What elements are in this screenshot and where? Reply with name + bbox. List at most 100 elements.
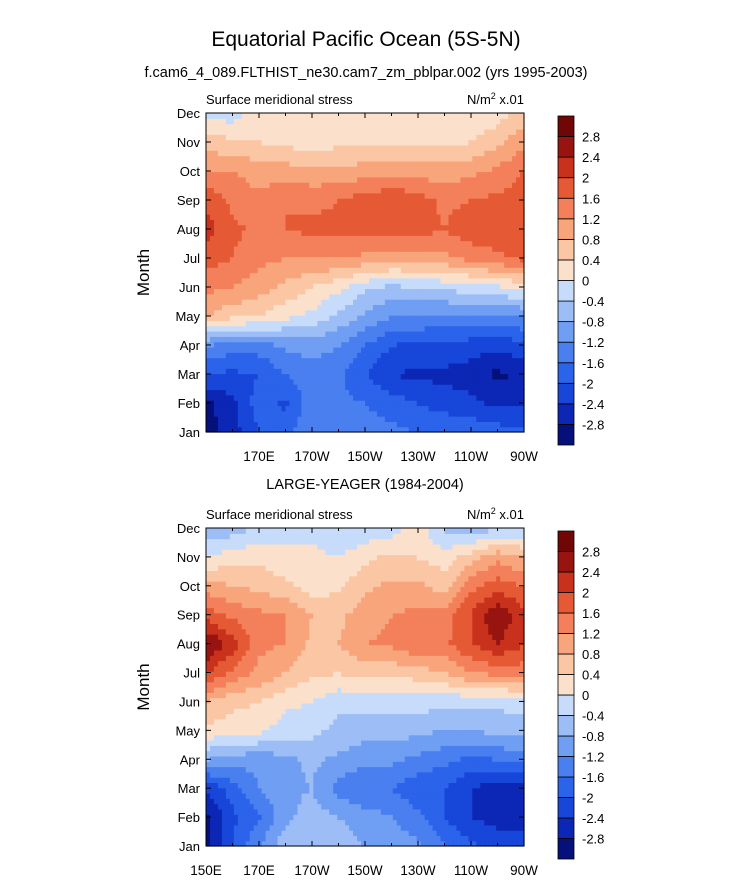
x-tick-label: 110W <box>454 449 489 464</box>
heatmap-cell <box>380 362 386 369</box>
heatmap-cell <box>309 219 314 226</box>
heatmap-cell <box>229 139 235 146</box>
heatmap-cell <box>412 192 418 199</box>
heatmap-cell <box>484 134 489 141</box>
heatmap-cell <box>464 336 469 343</box>
heatmap-cell <box>444 309 450 316</box>
heatmap-cell <box>245 394 251 401</box>
heatmap-cell <box>396 214 402 220</box>
heatmap-cell <box>337 235 342 242</box>
heatmap-cell <box>448 203 454 210</box>
heatmap-cell <box>476 166 481 173</box>
heatmap-cell <box>297 352 303 359</box>
heatmap-cell <box>317 378 322 385</box>
heatmap-cell <box>305 384 310 391</box>
heatmap-cell <box>396 176 402 183</box>
heatmap-cell <box>432 224 438 231</box>
heatmap-cell <box>277 256 283 263</box>
heatmap-cell <box>361 219 366 226</box>
heatmap-cell <box>484 373 489 380</box>
heatmap-cell <box>333 134 338 141</box>
heatmap-cell <box>301 421 306 428</box>
heatmap-cell <box>444 187 450 194</box>
heatmap-cell <box>225 362 231 369</box>
heatmap-cell <box>408 400 414 407</box>
heatmap-cell <box>313 346 318 353</box>
heatmap-cell <box>412 320 418 327</box>
heatmap-cell <box>388 214 394 220</box>
heatmap-cell <box>285 288 291 295</box>
heatmap-cell <box>269 182 275 189</box>
heatmap-cell <box>213 352 219 359</box>
heatmap-cell <box>265 245 271 252</box>
heatmap-cell <box>404 229 410 236</box>
heatmap-cell <box>436 113 442 119</box>
heatmap-cell <box>337 416 342 422</box>
heatmap-cell <box>206 134 211 141</box>
heatmap-cell <box>512 256 517 263</box>
heatmap-cell <box>516 267 521 274</box>
heatmap-cell <box>293 378 299 385</box>
heatmap-cell <box>468 373 473 380</box>
heatmap-cell <box>408 182 414 189</box>
heatmap-cell <box>464 400 469 407</box>
heatmap-cell <box>337 293 342 300</box>
heatmap-cell <box>396 288 402 295</box>
heatmap-cell <box>305 283 310 290</box>
heatmap-cell <box>241 128 247 135</box>
colorbar-label: -2 <box>582 376 594 391</box>
heatmap-cell <box>253 118 259 125</box>
heatmap-cell <box>480 123 485 130</box>
heatmap-cell <box>476 368 481 375</box>
heatmap-cell <box>376 389 382 396</box>
heatmap-cell <box>404 214 410 220</box>
heatmap-cell <box>229 309 235 316</box>
heatmap-cell <box>376 336 382 343</box>
heatmap-cell <box>436 128 442 135</box>
heatmap-cell <box>361 208 366 215</box>
heatmap-cell <box>317 341 322 348</box>
heatmap-cell <box>444 224 450 231</box>
heatmap-cell <box>368 160 374 167</box>
heatmap-cell <box>305 352 310 359</box>
heatmap-cell <box>273 394 279 401</box>
heatmap-cell <box>241 373 247 380</box>
heatmap-cell <box>460 235 465 242</box>
heatmap-cell <box>249 113 255 119</box>
heatmap-cell <box>273 352 279 359</box>
heatmap-cell <box>345 299 350 305</box>
heatmap-cell <box>488 229 493 236</box>
heatmap-cell <box>488 325 493 332</box>
heatmap-cell <box>408 155 414 162</box>
heatmap-cell <box>388 251 394 258</box>
heatmap-cell <box>273 368 279 375</box>
heatmap-cell <box>229 400 235 407</box>
heatmap-cell <box>500 352 505 359</box>
heatmap-cell <box>277 400 283 407</box>
heatmap-cell <box>440 400 446 407</box>
heatmap-cell <box>448 288 454 295</box>
heatmap-cell <box>436 245 442 252</box>
heatmap-cell <box>412 155 418 162</box>
heatmap-cell <box>357 304 362 311</box>
heatmap-cell <box>349 373 354 380</box>
heatmap-cell <box>508 176 513 183</box>
heatmap-cell <box>504 113 509 119</box>
heatmap-cell <box>404 267 410 274</box>
heatmap-cell <box>245 182 251 189</box>
heatmap-cell <box>321 426 326 433</box>
heatmap-cell <box>293 219 299 226</box>
heatmap-cell <box>301 240 306 247</box>
heatmap-cell <box>325 320 330 327</box>
heatmap-cell <box>472 166 477 173</box>
heatmap-cell <box>217 389 223 396</box>
heatmap-cell <box>416 187 422 194</box>
heatmap-cell <box>448 304 454 311</box>
heatmap-cell <box>504 203 509 210</box>
heatmap-cell <box>209 267 215 274</box>
heatmap-cell <box>325 214 330 220</box>
heatmap-cell <box>372 840 378 847</box>
heatmap-cell <box>452 325 458 332</box>
heatmap-cell <box>357 224 362 231</box>
heatmap-cell <box>253 288 259 295</box>
